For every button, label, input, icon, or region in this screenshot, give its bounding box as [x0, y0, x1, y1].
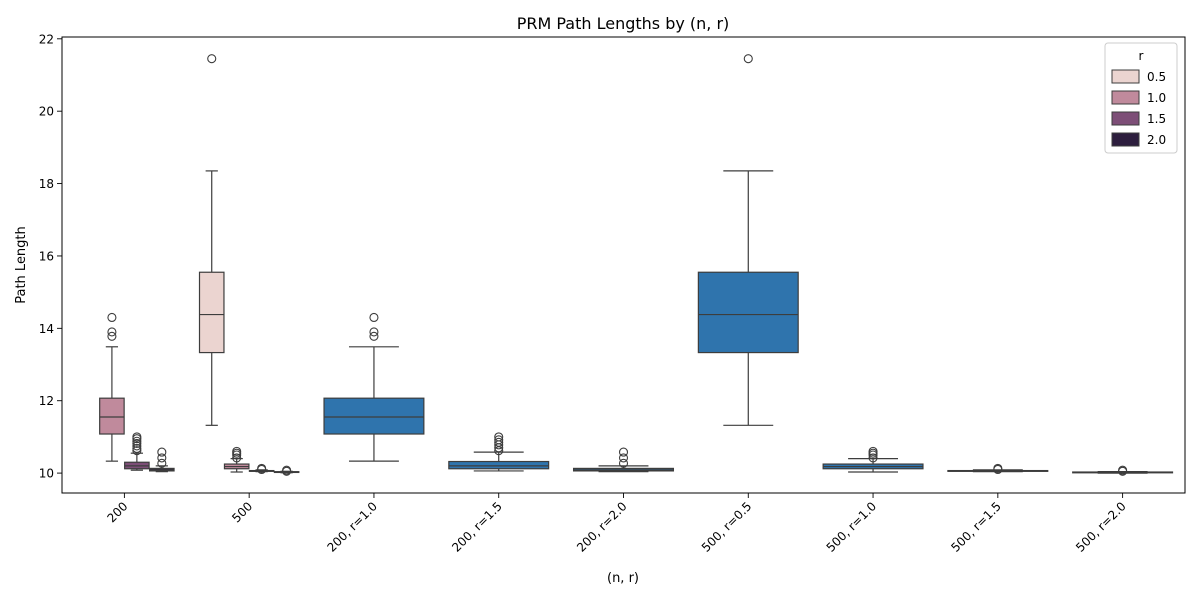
outlier-point — [232, 453, 242, 463]
legend-swatch — [1111, 132, 1140, 147]
legend-title: r — [1139, 49, 1144, 63]
y-tick-label: 10 — [39, 467, 54, 481]
box-iqr — [448, 460, 550, 470]
box-iqr — [99, 397, 125, 435]
box-group — [248, 463, 275, 475]
box-group — [1072, 465, 1174, 476]
outlier-point — [132, 441, 142, 451]
outlier-point — [618, 453, 629, 463]
outlier-point — [257, 463, 267, 473]
y-tick-label: 20 — [39, 105, 54, 119]
box-iqr — [198, 271, 225, 354]
outlier-point — [369, 331, 379, 341]
outlier-point — [132, 432, 142, 442]
outlier-point — [618, 458, 629, 468]
outlier-point — [993, 463, 1003, 473]
box-group — [572, 447, 675, 473]
box-group — [99, 312, 125, 462]
outlier-point — [132, 438, 142, 448]
outlier-point — [157, 458, 167, 468]
legend-swatch — [1111, 111, 1140, 126]
box-group — [198, 54, 225, 426]
y-tick-label: 22 — [39, 32, 54, 46]
box-group — [124, 432, 150, 471]
box-iqr — [323, 397, 425, 435]
legend-label: 1.5 — [1147, 112, 1166, 126]
outlier-point — [107, 327, 117, 337]
outlier-point — [369, 312, 379, 323]
legend-label: 1.0 — [1147, 91, 1166, 105]
y-tick-label: 16 — [39, 249, 54, 263]
y-tick-label: 18 — [39, 177, 54, 191]
box-group — [947, 463, 1049, 475]
outlier-point — [494, 435, 504, 445]
legend: r0.5 1.0 1.5 2.0 — [1104, 42, 1178, 154]
outlier-point — [868, 453, 878, 463]
outlier-point — [107, 312, 117, 323]
outlier-point — [157, 447, 167, 457]
outlier-point — [107, 331, 117, 341]
box-group — [822, 446, 924, 473]
legend-swatch — [1111, 90, 1140, 105]
x-axis-label: (n, r) — [607, 571, 639, 586]
box-group — [448, 432, 550, 472]
outlier-point — [494, 432, 504, 442]
outlier-point — [494, 437, 504, 447]
box-group — [148, 447, 175, 473]
outlier-point — [207, 54, 217, 64]
outlier-point — [282, 465, 292, 475]
box-group — [273, 465, 300, 476]
outlier-point — [369, 327, 379, 337]
box-group — [323, 312, 425, 462]
legend-swatch — [1111, 69, 1140, 84]
legend-label: 2.0 — [1147, 133, 1166, 147]
outlier-point — [132, 436, 142, 446]
chart-title: PRM Path Lengths by (n, r) — [517, 14, 730, 33]
box-group — [697, 54, 799, 426]
outlier-point — [618, 447, 629, 457]
outlier-point — [132, 443, 142, 454]
outlier-point — [132, 446, 142, 456]
outlier-point — [1118, 465, 1128, 475]
outlier-point — [232, 446, 242, 456]
outlier-point — [157, 453, 167, 463]
axes-frame — [61, 36, 1186, 494]
outlier-point — [868, 446, 878, 456]
y-axis-label: Path Length — [14, 226, 29, 304]
y-tick-label: 12 — [39, 394, 54, 408]
box-iqr — [697, 271, 799, 354]
box-group — [223, 446, 250, 473]
outlier-point — [743, 54, 753, 64]
legend-label: 0.5 — [1147, 70, 1166, 84]
y-tick-label: 14 — [39, 322, 54, 336]
